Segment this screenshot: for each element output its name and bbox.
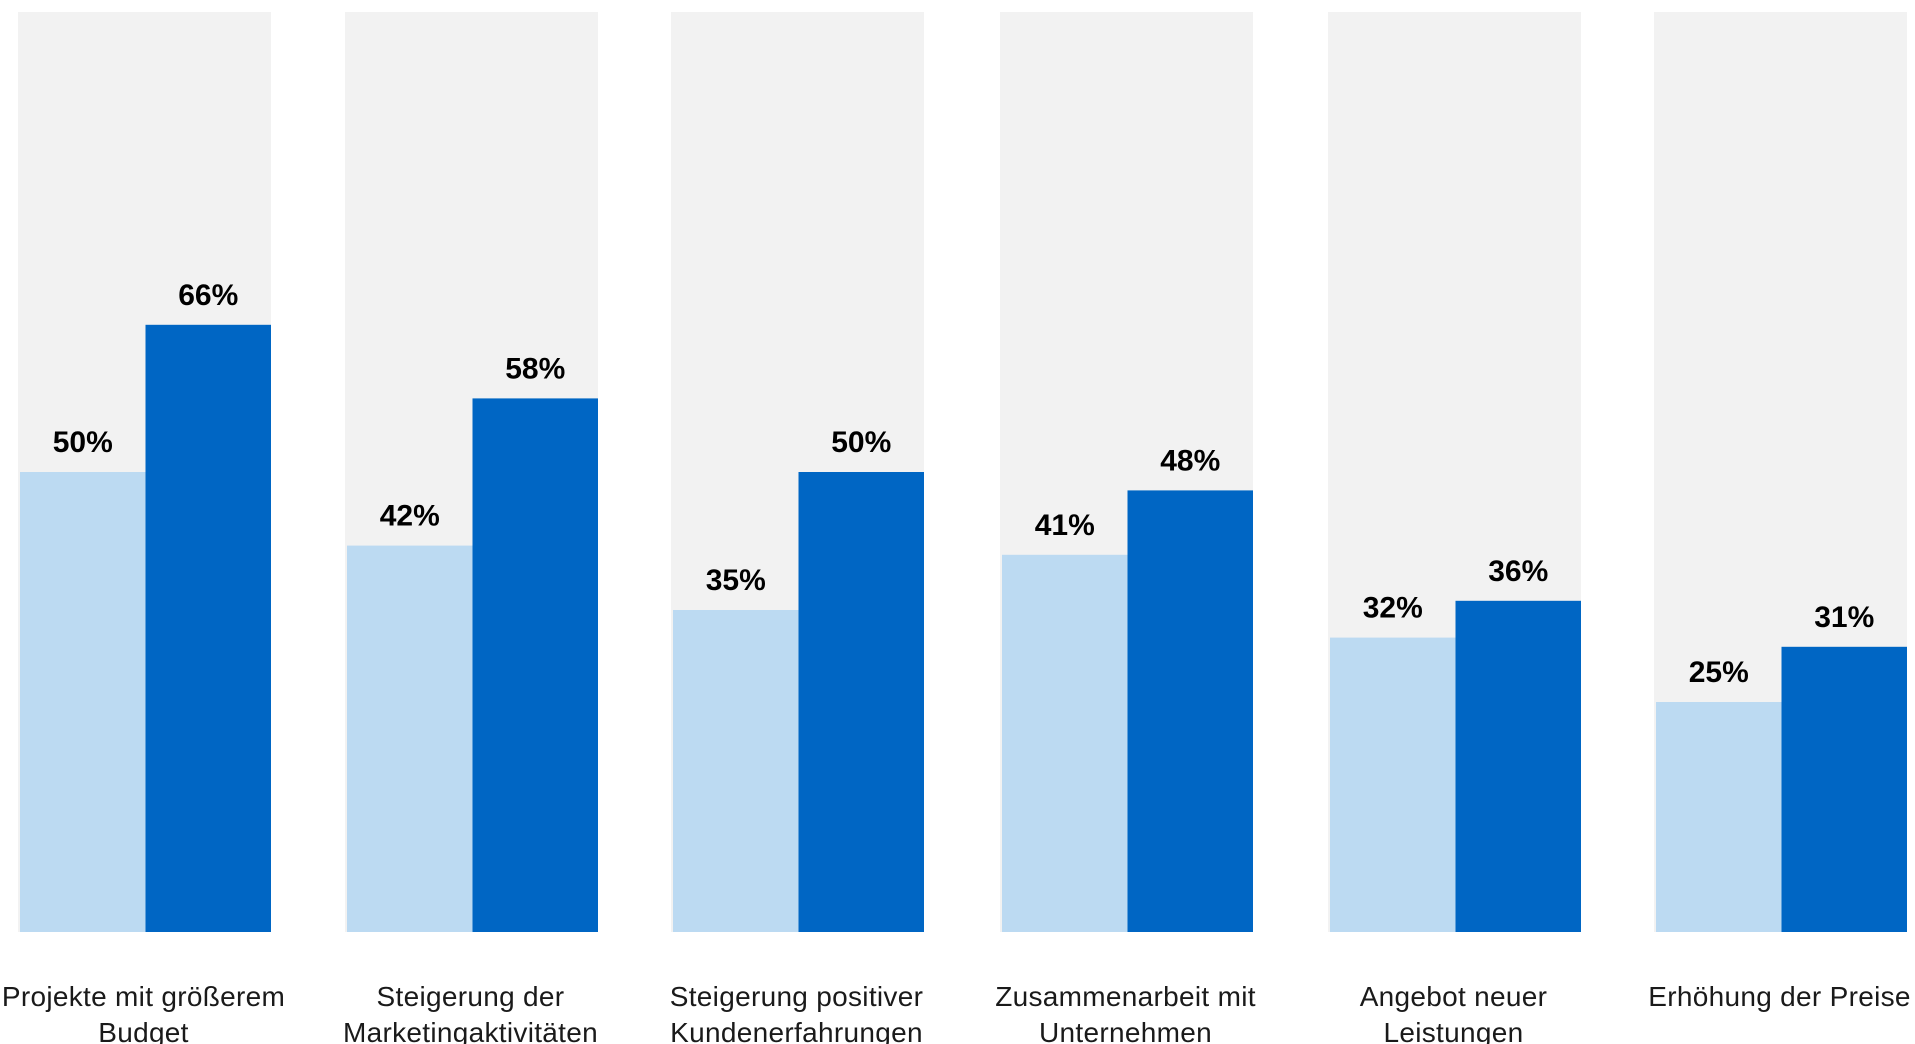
- data-label-dark-erhoehung-der-preise: 31%: [1814, 601, 1874, 634]
- category-label-angebot-neuer-leistungen: Angebot neuer Leistungen: [1360, 981, 1548, 1044]
- category-label-line: Kundenerfahrungen: [670, 1017, 923, 1044]
- bar-dark-steigerung-der-marketingaktivitaeten: [472, 398, 598, 932]
- bar-dark-projekte-mit-groesserem-budget: [145, 324, 271, 932]
- data-label-dark-zusammenarbeit-mit-unternehmen: 48%: [1160, 444, 1220, 477]
- category-labels: Projekte mit größerem Budget Steigerung de…: [2, 981, 1911, 1044]
- bar-dark-angebot-neuer-leistungen: [1455, 600, 1581, 932]
- bar-light-projekte-mit-groesserem-budget: [20, 472, 146, 932]
- data-label-dark-steigerung-der-marketingaktivitaeten: 58%: [505, 352, 565, 385]
- background-columns: [18, 12, 1907, 932]
- data-label-light-zusammenarbeit-mit-unternehmen: 41%: [1035, 509, 1095, 542]
- bar-light-steigerung-der-marketingaktivitaeten: [347, 545, 473, 932]
- category-label-zusammenarbeit-mit-unternehmen: Zusammenarbeit mit Unternehmen: [995, 981, 1256, 1044]
- category-label-line: Zusammenarbeit mit: [995, 981, 1256, 1012]
- data-label-light-projekte-mit-groesserem-budget: 50%: [53, 426, 113, 459]
- category-label-line: Budget: [98, 1017, 189, 1044]
- bars: [20, 324, 1907, 932]
- category-label-line: Angebot neuer: [1360, 981, 1548, 1012]
- data-label-light-steigerung-der-marketingaktivitaeten: 42%: [380, 500, 440, 533]
- bar-light-angebot-neuer-leistungen: [1330, 637, 1456, 932]
- category-label-erhoehung-der-preise: Erhöhung der Preise: [1648, 981, 1911, 1012]
- category-label-steigerung-der-marketingaktivitaeten: Steigerung der Marketingaktivitäten: [343, 981, 598, 1044]
- data-label-light-angebot-neuer-leistungen: 32%: [1363, 592, 1423, 625]
- data-label-dark-angebot-neuer-leistungen: 36%: [1488, 555, 1548, 588]
- bar-dark-erhoehung-der-preise: [1781, 646, 1907, 932]
- bar-dark-steigerung-positiver-kundenerfahrungen: [798, 472, 924, 932]
- category-label-line: Marketingaktivitäten: [343, 1017, 598, 1044]
- category-label-line: Steigerung positiver: [670, 981, 923, 1012]
- bar-light-steigerung-positiver-kundenerfahrungen: [673, 610, 799, 932]
- value-labels: 50% 66% 42% 58% 35% 50% 41% 48% 32% 36% 25% 31%: [53, 279, 1875, 689]
- category-label-projekte-mit-groesserem-budget: Projekte mit größerem Budget: [2, 981, 285, 1044]
- bar-light-zusammenarbeit-mit-unternehmen: [1002, 554, 1128, 932]
- data-label-light-steigerung-positiver-kundenerfahrungen: 35%: [706, 564, 766, 597]
- category-label-line: Steigerung der: [377, 981, 565, 1012]
- category-label-line: Unternehmen: [1039, 1017, 1212, 1044]
- bar-dark-zusammenarbeit-mit-unternehmen: [1127, 490, 1253, 932]
- category-label-line: Leistungen: [1383, 1017, 1523, 1044]
- category-label-line: Erhöhung der Preise: [1648, 981, 1911, 1012]
- category-label-line: Projekte mit größerem: [2, 981, 285, 1012]
- category-label-steigerung-positiver-kundenerfahrungen: Steigerung positiver Kundenerfahrungen: [670, 981, 923, 1044]
- data-label-dark-projekte-mit-groesserem-budget: 66%: [178, 279, 238, 312]
- data-label-light-erhoehung-der-preise: 25%: [1689, 656, 1749, 689]
- bar-light-erhoehung-der-preise: [1656, 702, 1782, 932]
- data-label-dark-steigerung-positiver-kundenerfahrungen: 50%: [831, 426, 891, 459]
